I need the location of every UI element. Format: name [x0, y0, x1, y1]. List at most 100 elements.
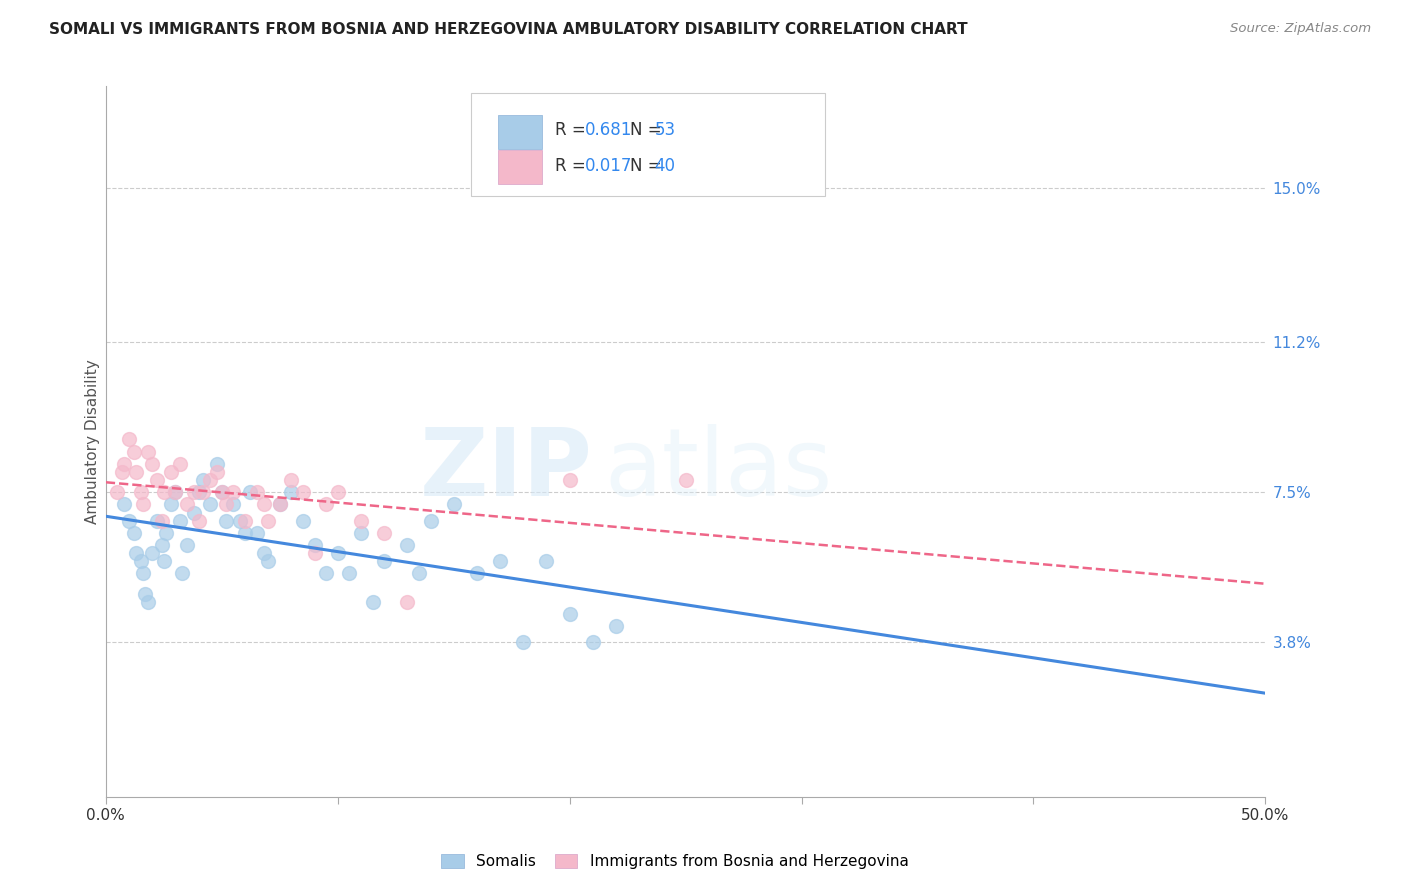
Point	[125, 465, 148, 479]
Point	[159, 465, 181, 479]
Point	[118, 433, 141, 447]
Point	[200, 498, 222, 512]
Point	[153, 554, 176, 568]
Point	[582, 635, 605, 649]
Point	[112, 498, 135, 512]
Point	[132, 498, 155, 512]
Point	[222, 498, 245, 512]
Point	[146, 514, 169, 528]
Point	[280, 485, 302, 500]
Point	[111, 465, 134, 479]
Point	[269, 498, 291, 512]
Point	[172, 566, 194, 581]
Point	[252, 498, 274, 512]
Point	[245, 525, 267, 540]
Point	[169, 457, 191, 471]
Point	[129, 554, 152, 568]
Point	[159, 498, 181, 512]
Point	[205, 465, 228, 479]
Text: R =: R =	[554, 157, 591, 175]
Y-axis label: Ambulatory Disability: Ambulatory Disability	[86, 359, 100, 524]
Point	[269, 498, 291, 512]
Point	[129, 485, 152, 500]
Point	[252, 546, 274, 560]
Point	[465, 566, 488, 581]
Point	[153, 485, 176, 500]
Point	[350, 514, 373, 528]
Legend: Somalis, Immigrants from Bosnia and Herzegovina: Somalis, Immigrants from Bosnia and Herz…	[434, 847, 915, 875]
Text: SOMALI VS IMMIGRANTS FROM BOSNIA AND HERZEGOVINA AMBULATORY DISABILITY CORRELATI: SOMALI VS IMMIGRANTS FROM BOSNIA AND HER…	[49, 22, 967, 37]
Text: 0.681: 0.681	[585, 121, 633, 139]
Point	[350, 525, 373, 540]
Point	[326, 485, 349, 500]
Point	[239, 485, 262, 500]
Point	[257, 514, 280, 528]
Point	[141, 546, 163, 560]
Point	[141, 457, 163, 471]
Point	[291, 514, 314, 528]
Point	[193, 473, 215, 487]
Point	[512, 635, 534, 649]
Point	[280, 473, 302, 487]
Point	[205, 457, 228, 471]
Point	[211, 485, 233, 500]
Text: Source: ZipAtlas.com: Source: ZipAtlas.com	[1230, 22, 1371, 36]
Point	[132, 566, 155, 581]
Point	[337, 566, 360, 581]
Point	[675, 473, 697, 487]
Point	[200, 473, 222, 487]
Text: 40: 40	[654, 157, 675, 175]
Point	[558, 607, 581, 621]
Point	[150, 538, 173, 552]
Point	[125, 546, 148, 560]
Point	[315, 566, 337, 581]
Point	[122, 525, 145, 540]
FancyBboxPatch shape	[498, 115, 541, 149]
Point	[396, 595, 419, 609]
Point	[193, 485, 215, 500]
Point	[222, 485, 245, 500]
Point	[118, 514, 141, 528]
Point	[122, 444, 145, 458]
Point	[136, 595, 159, 609]
Point	[245, 485, 267, 500]
Text: 0.017: 0.017	[585, 157, 633, 175]
Point	[187, 485, 209, 500]
Point	[165, 485, 187, 500]
Point	[176, 538, 198, 552]
Point	[304, 546, 326, 560]
Point	[215, 514, 238, 528]
Point	[187, 514, 209, 528]
Point	[155, 525, 177, 540]
Point	[183, 485, 205, 500]
Point	[361, 595, 384, 609]
Point	[233, 514, 256, 528]
Point	[257, 554, 280, 568]
Point	[233, 525, 256, 540]
Point	[396, 538, 419, 552]
Point	[150, 514, 173, 528]
Text: R =: R =	[554, 121, 591, 139]
Point	[146, 473, 169, 487]
Point	[408, 566, 430, 581]
Point	[304, 538, 326, 552]
Text: 53: 53	[654, 121, 675, 139]
Point	[165, 485, 187, 500]
Point	[443, 498, 465, 512]
Point	[211, 485, 233, 500]
Point	[419, 514, 441, 528]
Point	[489, 554, 512, 568]
Point	[134, 587, 156, 601]
Point	[536, 554, 558, 568]
Point	[107, 485, 129, 500]
Point	[183, 506, 205, 520]
Point	[176, 498, 198, 512]
Text: ZIP: ZIP	[420, 424, 593, 516]
FancyBboxPatch shape	[471, 94, 825, 196]
Point	[558, 473, 581, 487]
Point	[373, 525, 395, 540]
Point	[229, 514, 252, 528]
Point	[169, 514, 191, 528]
Point	[605, 619, 627, 633]
Point	[112, 457, 135, 471]
